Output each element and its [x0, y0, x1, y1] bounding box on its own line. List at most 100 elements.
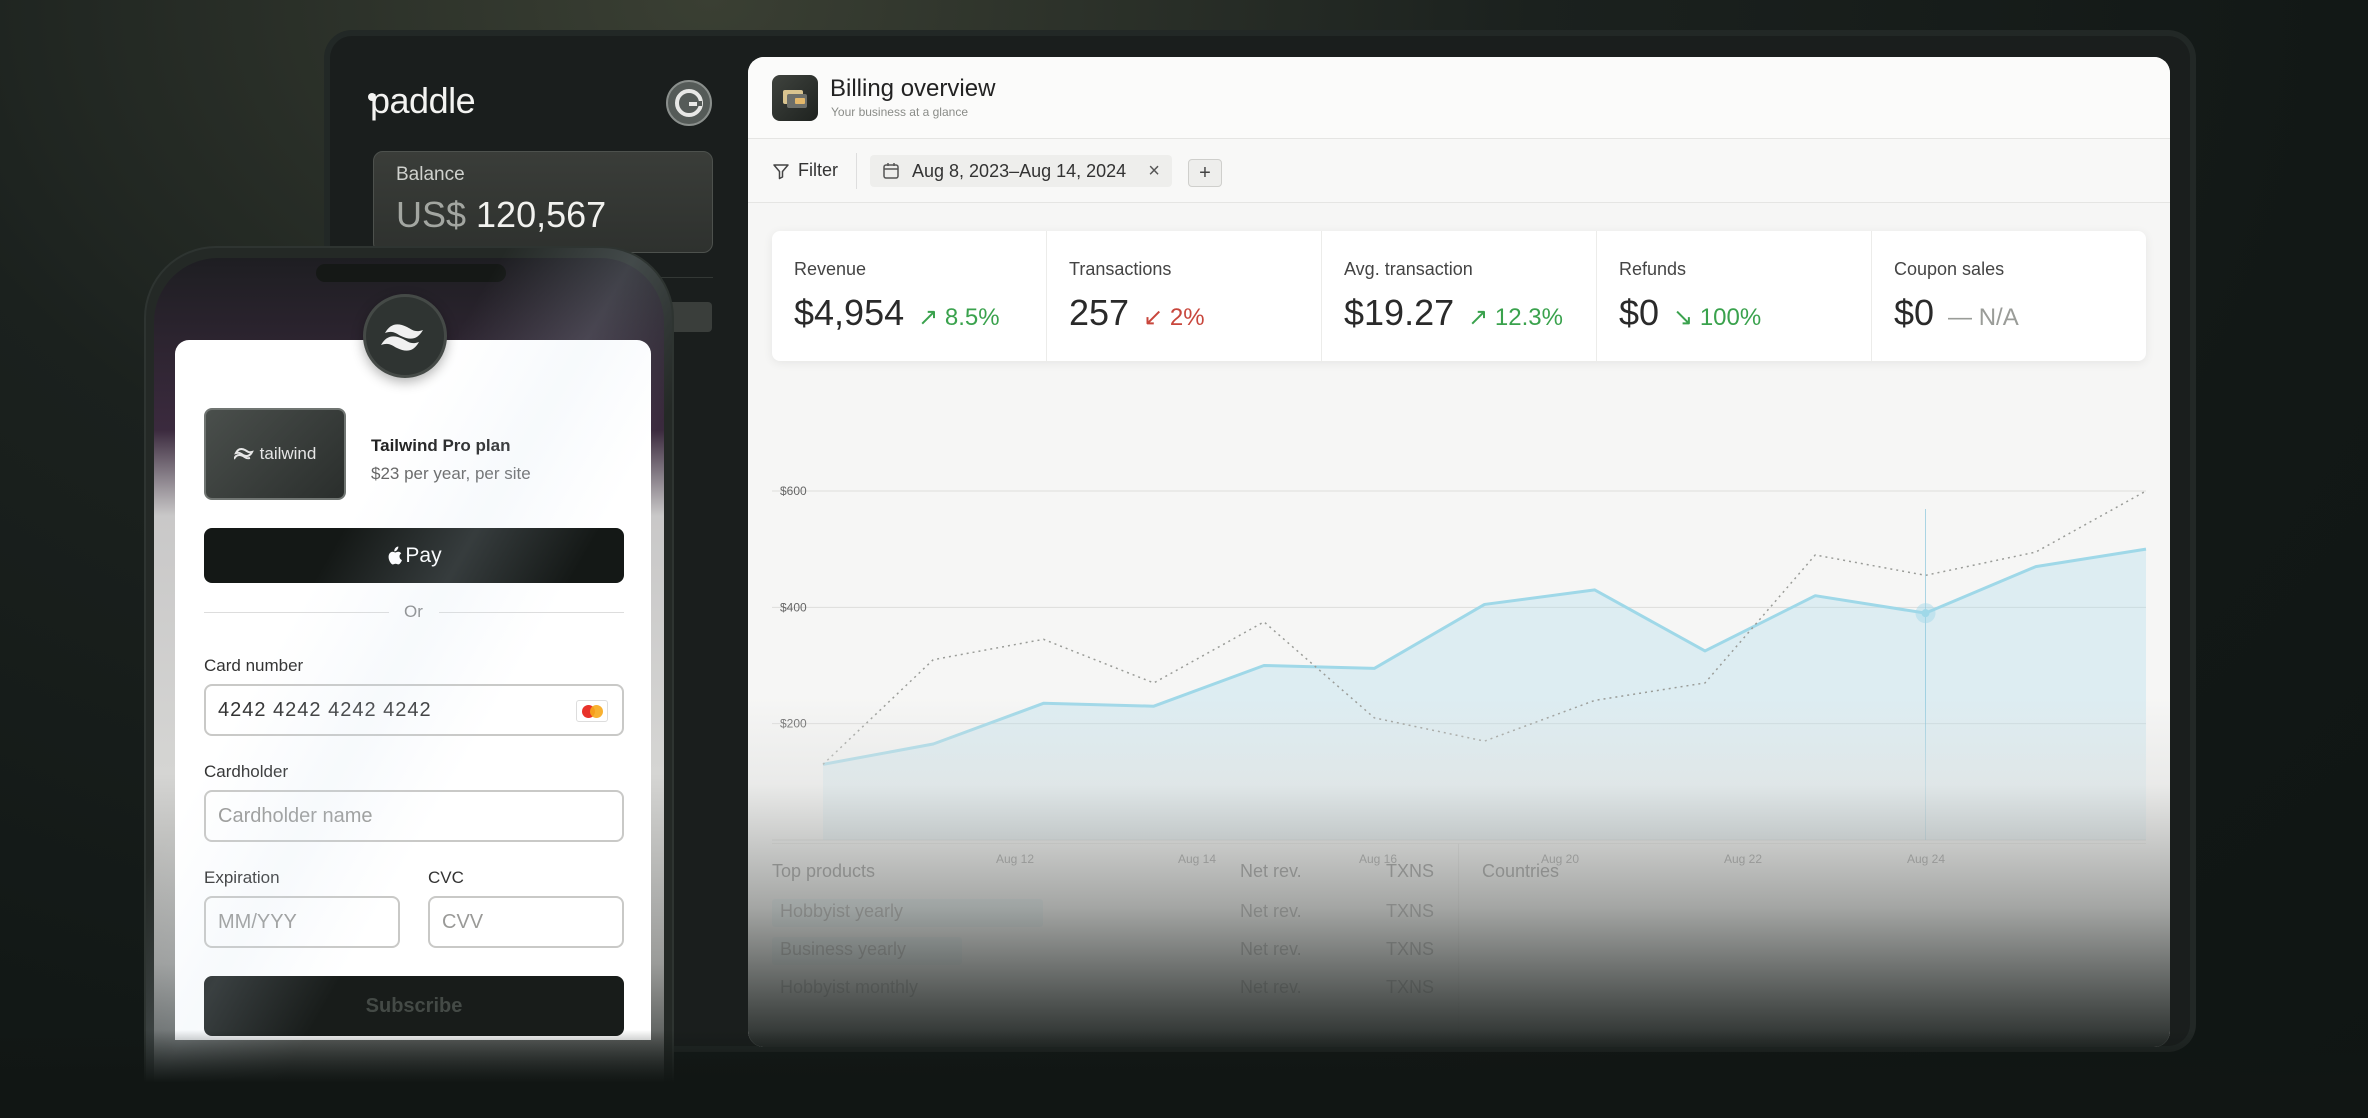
- txns-cell: TXNS: [1386, 977, 1435, 997]
- apple-icon: [388, 546, 403, 565]
- date-range-chip[interactable]: Aug 8, 2023–Aug 14, 2024 ×: [870, 155, 1172, 187]
- tables-divider: [772, 843, 2146, 844]
- product-name: Hobbyist yearly: [780, 901, 904, 921]
- checkout-sheet: tailwind Tailwind Pro plan $23 per year,…: [175, 340, 651, 1040]
- metric-label: Avg. transaction: [1344, 259, 1473, 279]
- or-text: Or: [404, 602, 423, 621]
- countries-title: Countries: [1482, 861, 1560, 881]
- subscribe-button[interactable]: Subscribe: [204, 976, 624, 1036]
- cvc-field[interactable]: CVV: [428, 896, 624, 948]
- series-line-comparison: [822, 490, 2147, 765]
- metric-revenue[interactable]: Revenue $4,954 ↗ 8.5%: [772, 231, 1047, 361]
- txns-cell: TXNS: [1386, 939, 1435, 959]
- phone-notch: [316, 264, 506, 282]
- paddle-logo[interactable]: paddle: [370, 80, 476, 121]
- y-tick-label: $200: [780, 717, 807, 731]
- metric-avg-transaction[interactable]: Avg. transaction $19.27 ↗ 12.3%: [1322, 231, 1597, 361]
- net-rev-cell: Net rev.: [1240, 939, 1302, 959]
- cardholder-label: Cardholder: [204, 762, 289, 781]
- logo-dot: [368, 93, 376, 101]
- x-tick-label: Aug 24: [1907, 852, 1945, 866]
- metric-value: $4,954: [794, 292, 905, 333]
- page-title: Billing overview: [830, 75, 996, 102]
- cvc-placeholder: CVV: [442, 910, 484, 933]
- expiration-label: Expiration: [204, 868, 280, 887]
- metric-value: $19.27: [1344, 292, 1455, 333]
- tailwind-logo-icon: [381, 324, 423, 351]
- add-filter-button[interactable]: +: [1188, 159, 1222, 187]
- table-header-row: Top products Net rev. TXNS: [772, 861, 1454, 893]
- calendar-icon: [883, 163, 899, 179]
- metric-transactions[interactable]: Transactions 257 ↙ 2%: [1047, 231, 1322, 361]
- revenue-chart[interactable]: $600 $400 $200 Aug 12 Aug 14 Aug 16 Aug 20 Aug …: [748, 387, 2170, 887]
- metric-change: — N/A: [1948, 304, 2019, 331]
- product-name: Business yearly: [780, 939, 907, 959]
- expiration-placeholder: MM/YYY: [218, 910, 297, 933]
- tailwind-logo-icon: [233, 448, 254, 460]
- product-thumb-text: tailwind: [259, 444, 317, 463]
- phone-screen: tailwind Tailwind Pro plan $23 per year,…: [154, 258, 664, 1118]
- filter-button[interactable]: Filter: [772, 160, 838, 181]
- balance-value: US$ 120,567: [396, 194, 690, 236]
- balance-card[interactable]: Balance US$ 120,567: [373, 151, 713, 253]
- plan-name: Tailwind Pro plan: [371, 436, 511, 455]
- table-row[interactable]: Business yearly Net rev. TXNS: [772, 931, 1454, 969]
- cardholder-field[interactable]: Cardholder name: [204, 790, 624, 842]
- page-header: Billing overview Your business at a glan…: [748, 57, 2170, 139]
- wallet-icon: [772, 75, 818, 121]
- y-tick-label: $600: [780, 484, 807, 498]
- apple-pay-button[interactable]: Pay: [204, 528, 624, 583]
- cardholder-placeholder: Cardholder name: [218, 804, 373, 827]
- phone-mockup: tailwind Tailwind Pro plan $23 per year,…: [146, 248, 672, 1118]
- tailwind-logo-badge: [363, 294, 447, 378]
- table-row[interactable]: Hobbyist monthly Net rev. TXNS: [772, 969, 1454, 1007]
- metric-refunds[interactable]: Refunds $0 ↘ 100%: [1597, 231, 1872, 361]
- balance-amount: 120,567: [476, 194, 607, 235]
- metric-coupon-sales[interactable]: Coupon sales $0 — N/A: [1872, 231, 2146, 361]
- metric-value: $0: [1619, 292, 1660, 333]
- card-number-field[interactable]: 4242 4242 4242 4242: [204, 684, 624, 736]
- filter-icon: [773, 163, 789, 179]
- clear-date-icon[interactable]: ×: [1148, 159, 1160, 182]
- apple-pay-label: Pay: [405, 543, 442, 567]
- card-number-label: Card number: [204, 656, 304, 675]
- metric-value: 257: [1069, 292, 1130, 333]
- txns-cell: TXNS: [1386, 901, 1435, 921]
- filter-label: Filter: [798, 160, 838, 180]
- brand-mark-icon: [675, 89, 703, 117]
- metrics-card: Revenue $4,954 ↗ 8.5% Transactions 257 ↙…: [772, 231, 2146, 361]
- metric-change: ↗ 8.5%: [918, 304, 1000, 331]
- plan-price: $23 per year, per site: [371, 464, 531, 483]
- hover-point: [1921, 609, 1930, 618]
- metric-change: ↗ 12.3%: [1468, 304, 1563, 331]
- net-rev-cell: Net rev.: [1240, 901, 1302, 921]
- product-name: Hobbyist monthly: [780, 977, 919, 997]
- product-thumbnail: tailwind: [204, 408, 346, 500]
- expiration-field[interactable]: MM/YYY: [204, 896, 400, 948]
- metric-label: Coupon sales: [1894, 259, 2005, 279]
- products-title: Top products: [772, 861, 876, 881]
- account-avatar[interactable]: [666, 80, 712, 126]
- filter-bar: Filter Aug 8, 2023–Aug 14, 2024 ×: [748, 139, 2170, 203]
- filter-separator: [856, 153, 857, 189]
- top-products-table: Top products Net rev. TXNS Hobbyist year…: [772, 861, 1454, 1007]
- metric-change: ↘ 100%: [1673, 304, 1762, 331]
- table-row[interactable]: Hobbyist yearly Net rev. TXNS: [772, 893, 1454, 931]
- date-range-text: Aug 8, 2023–Aug 14, 2024: [912, 160, 1127, 181]
- metric-change: ↙ 2%: [1143, 304, 1205, 331]
- net-rev-cell: Net rev.: [1240, 977, 1302, 997]
- page-subtitle: Your business at a glance: [831, 105, 968, 119]
- metric-label: Refunds: [1619, 259, 1687, 279]
- billing-overview-panel: Billing overview Your business at a glan…: [748, 57, 2170, 1047]
- column-divider: [1458, 843, 1459, 1043]
- metric-value: $0: [1894, 292, 1935, 333]
- net-rev-header: Net rev.: [1240, 861, 1302, 881]
- series-area: [823, 549, 2146, 840]
- metric-label: Transactions: [1069, 259, 1172, 279]
- divider-line: [439, 612, 624, 613]
- balance-label: Balance: [396, 164, 465, 185]
- y-tick-label: $400: [780, 600, 807, 614]
- or-divider: Or: [204, 602, 624, 622]
- balance-currency: US$: [396, 194, 467, 235]
